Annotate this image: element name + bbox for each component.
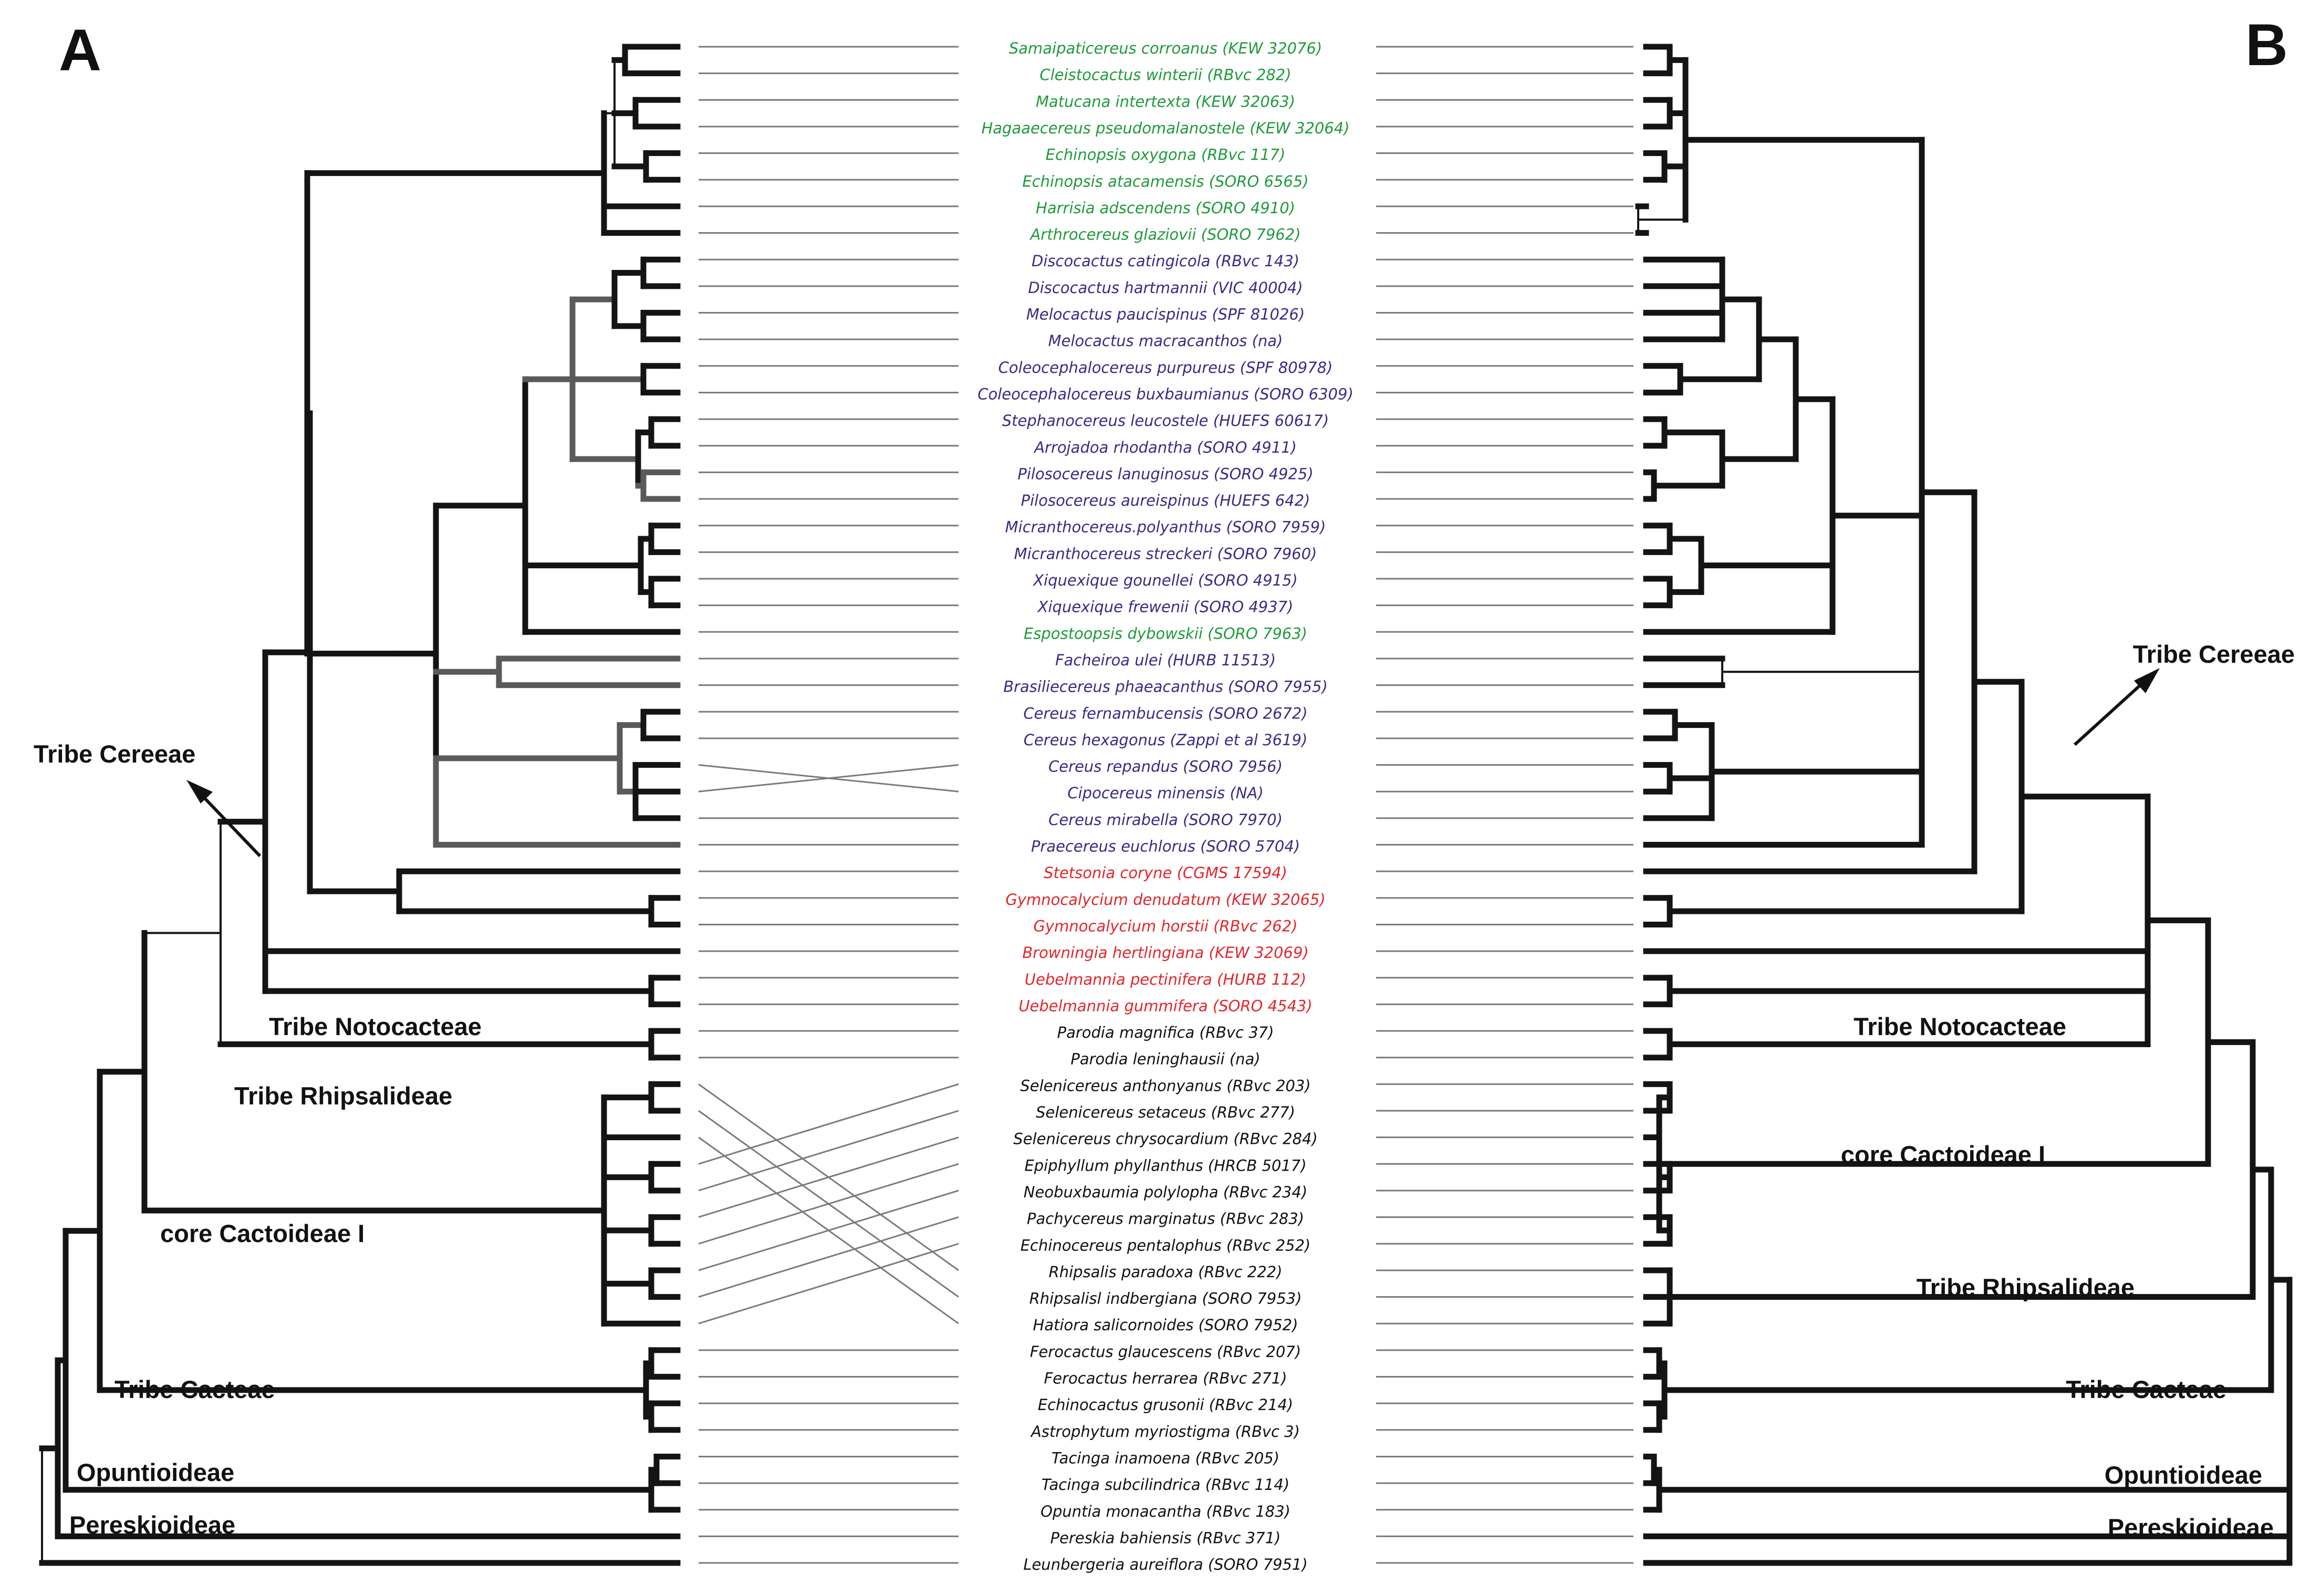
taxon-label: Uebelmannia pectinifera (HURB 112)	[1025, 971, 1307, 988]
taxon-label: Echinocactus grusonii (RBvc 214)	[1038, 1396, 1293, 1414]
taxon-label: Tacinga inamoena (RBvc 205)	[1052, 1449, 1279, 1467]
panel-letter-b: B	[2245, 12, 2288, 78]
taxon-label: Espostoopsis dybowskii (SORO 7963)	[1024, 624, 1307, 642]
taxon-label: Pilosocereus aureispinus (HUEFS 642)	[1021, 492, 1310, 509]
right-label-core-cactoideae: core Cactoideae I	[1840, 1141, 2045, 1169]
taxon-label: Melocactus paucispinus (SPF 81026)	[1026, 306, 1305, 324]
taxon-label: Opuntia monacantha (RBvc 183)	[1040, 1503, 1290, 1520]
taxon-label: Ferocactus glaucescens (RBvc 207)	[1030, 1343, 1301, 1361]
taxon-label: Stetsonia coryne (CGMS 17594)	[1044, 864, 1287, 882]
left-cereeae-arrowhead	[186, 780, 213, 804]
right-label-opuntioideae: Opuntioideae	[2104, 1461, 2262, 1489]
taxon-label: Arthrocereus glaziovii (SORO 7962)	[1029, 226, 1300, 244]
taxon-label: Astrophytum myriostigma (RBvc 3)	[1030, 1423, 1300, 1441]
taxon-label-list: Samaipaticereus corroanus (KEW 32076) Cle…	[977, 39, 1354, 1573]
taxon-label: Pachycereus marginatus (RBvc 283)	[1027, 1210, 1304, 1228]
taxon-label: Facheiroa ulei (HURB 11513)	[1055, 651, 1276, 669]
taxon-label: Harrisia adscendens (SORO 4910)	[1036, 199, 1295, 217]
taxon-label: Browningia hertlingiana (KEW 32069)	[1022, 944, 1308, 962]
taxon-label: Echinocereus pentalophus (RBvc 252)	[1021, 1236, 1311, 1254]
taxon-label: Micranthocereus.polyanthus (SORO 7959)	[1005, 518, 1326, 536]
left-label-tribe-cacteae: Tribe Cacteae	[115, 1375, 275, 1403]
taxon-label: Xiquexique frewenii (SORO 4937)	[1037, 598, 1294, 616]
right-cereeae-arrow-shaft	[2073, 681, 2145, 746]
left-label-tribe-rhipsalideae: Tribe Rhipsalideae	[234, 1082, 453, 1110]
taxon-label: Coleocephalocereus buxbaumianus (SORO 63…	[977, 385, 1354, 403]
crossing-connector	[698, 1083, 959, 1165]
taxon-label: Leunbergeria aureiflora (SORO 7951)	[1023, 1556, 1307, 1573]
taxon-label: Cereus hexagonus (Zappi et al 3619)	[1024, 731, 1308, 749]
taxon-label: Rhipsalis paradoxa (RBvc 222)	[1049, 1263, 1283, 1281]
crossing-connector	[698, 1110, 959, 1192]
left-cereeae-arrow-shaft	[201, 794, 262, 858]
right-label-tribe-cereeae: Tribe Cereeae	[2132, 640, 2295, 668]
crossing-connector	[698, 1136, 959, 1218]
clade-arrows	[186, 668, 2160, 858]
taxon-label: Pereskia bahiensis (RBvc 371)	[1050, 1529, 1281, 1547]
taxon-label: Epiphyllum phyllanthus (HRCB 5017)	[1024, 1156, 1306, 1174]
crossing-connector	[698, 1243, 959, 1324]
left-label-opuntioideae: Opuntioideae	[77, 1458, 235, 1486]
taxon-label: Neobuxbaumia polylopha (RBvc 234)	[1024, 1183, 1307, 1201]
left-phylogenetic-tree	[39, 44, 681, 1566]
taxon-label: Cleistocactus winterii (RBvc 282)	[1039, 66, 1291, 84]
taxon-label: Cereus repandus (SORO 7956)	[1048, 758, 1283, 776]
taxon-label: Parodia leninghausii (na)	[1070, 1050, 1260, 1068]
taxon-label: Cereus fernambucensis (SORO 2672)	[1023, 704, 1307, 722]
taxon-label: Samaipaticereus corroanus (KEW 32076)	[1009, 39, 1322, 57]
panel-letter-a: A	[59, 17, 101, 83]
right-label-tribe-notocacteae: Tribe Notocacteae	[1854, 1013, 2066, 1040]
taxon-label: Uebelmannia gummifera (SORO 4543)	[1018, 997, 1312, 1015]
crossing-connector	[698, 1163, 959, 1245]
taxon-label: Hatiora salicornoides (SORO 7952)	[1033, 1316, 1298, 1334]
taxon-label: Coleocephalocereus purpureus (SPF 80978)	[998, 359, 1333, 377]
taxon-label: Ferocactus herrarea (RBvc 271)	[1044, 1370, 1287, 1388]
taxon-label: Matucana intertexta (KEW 32063)	[1036, 92, 1295, 110]
taxon-label: Selenicereus anthonyanus (RBvc 203)	[1020, 1077, 1310, 1094]
taxon-label: Tacinga subcilindrica (RBvc 114)	[1042, 1476, 1289, 1494]
right-label-tribe-cacteae: Tribe Cacteae	[2066, 1375, 2226, 1403]
taxon-label: Selenicereus chrysocardium (RBvc 284)	[1013, 1130, 1317, 1148]
taxon-label: Parodia magnifica (RBvc 37)	[1057, 1024, 1274, 1041]
left-label-tribe-cereeae: Tribe Cereeae	[34, 740, 196, 768]
taxon-label: Praecereus euchlorus (SORO 5704)	[1031, 838, 1300, 856]
taxon-connector-lines	[698, 46, 1633, 1564]
taxon-label: Stephanocereus leucostele (HUEFS 60617)	[1002, 412, 1329, 430]
taxon-label: Echinopsis oxygona (RBvc 117)	[1046, 146, 1286, 164]
left-label-tribe-notocacteae: Tribe Notocacteae	[269, 1013, 482, 1040]
taxon-label: Gymnocalycium denudatum (KEW 32065)	[1005, 891, 1325, 909]
taxon-label: Echinopsis atacamensis (SORO 6565)	[1022, 172, 1308, 190]
crossing-connector	[698, 1190, 959, 1271]
crossing-connector	[698, 1216, 959, 1298]
taxon-label: Xiquexique gounellei (SORO 4915)	[1032, 571, 1297, 589]
right-phylogenetic-tree	[1635, 44, 2293, 1566]
taxon-label: Cereus mirabella (SORO 7970)	[1048, 811, 1283, 829]
taxon-label: Gymnocalycium horstii (RBvc 262)	[1034, 917, 1298, 935]
taxon-label: Micranthocereus streckeri (SORO 7960)	[1014, 545, 1317, 562]
taxon-label: Cipocereus minensis (NA)	[1067, 784, 1263, 802]
taxon-label: Discocactus catingicola (RBvc 143)	[1032, 252, 1299, 270]
taxon-label: Melocactus macracanthos (na)	[1048, 332, 1283, 350]
taxon-label: Brasiliecereus phaeacanthus (SORO 7955)	[1003, 678, 1328, 696]
taxon-label: Pilosocereus lanuginosus (SORO 4925)	[1017, 465, 1313, 483]
right-cereeae-arrowhead	[2134, 668, 2160, 693]
right-label-tribe-rhipsalideae: Tribe Rhipsalideae	[1916, 1274, 2135, 1301]
taxon-label: Discocactus hartmannii (VIC 40004)	[1028, 279, 1303, 297]
left-label-pereskioideae: Pereskioideae	[69, 1511, 236, 1539]
taxon-label: Selenicereus setaceus (RBvc 277)	[1036, 1103, 1295, 1121]
taxon-label: Rhipsalisl indbergiana (SORO 7953)	[1029, 1290, 1302, 1308]
taxon-label: Hagaaecereus pseudomalanostele (KEW 3206…	[981, 119, 1349, 137]
taxon-label: Arrojadoa rhodantha (SORO 4911)	[1033, 439, 1297, 456]
left-label-core-cactoideae: core Cactoideae I	[160, 1219, 365, 1247]
crossing-connector	[698, 764, 959, 792]
right-label-pereskioideae: Pereskioideae	[2107, 1514, 2274, 1541]
